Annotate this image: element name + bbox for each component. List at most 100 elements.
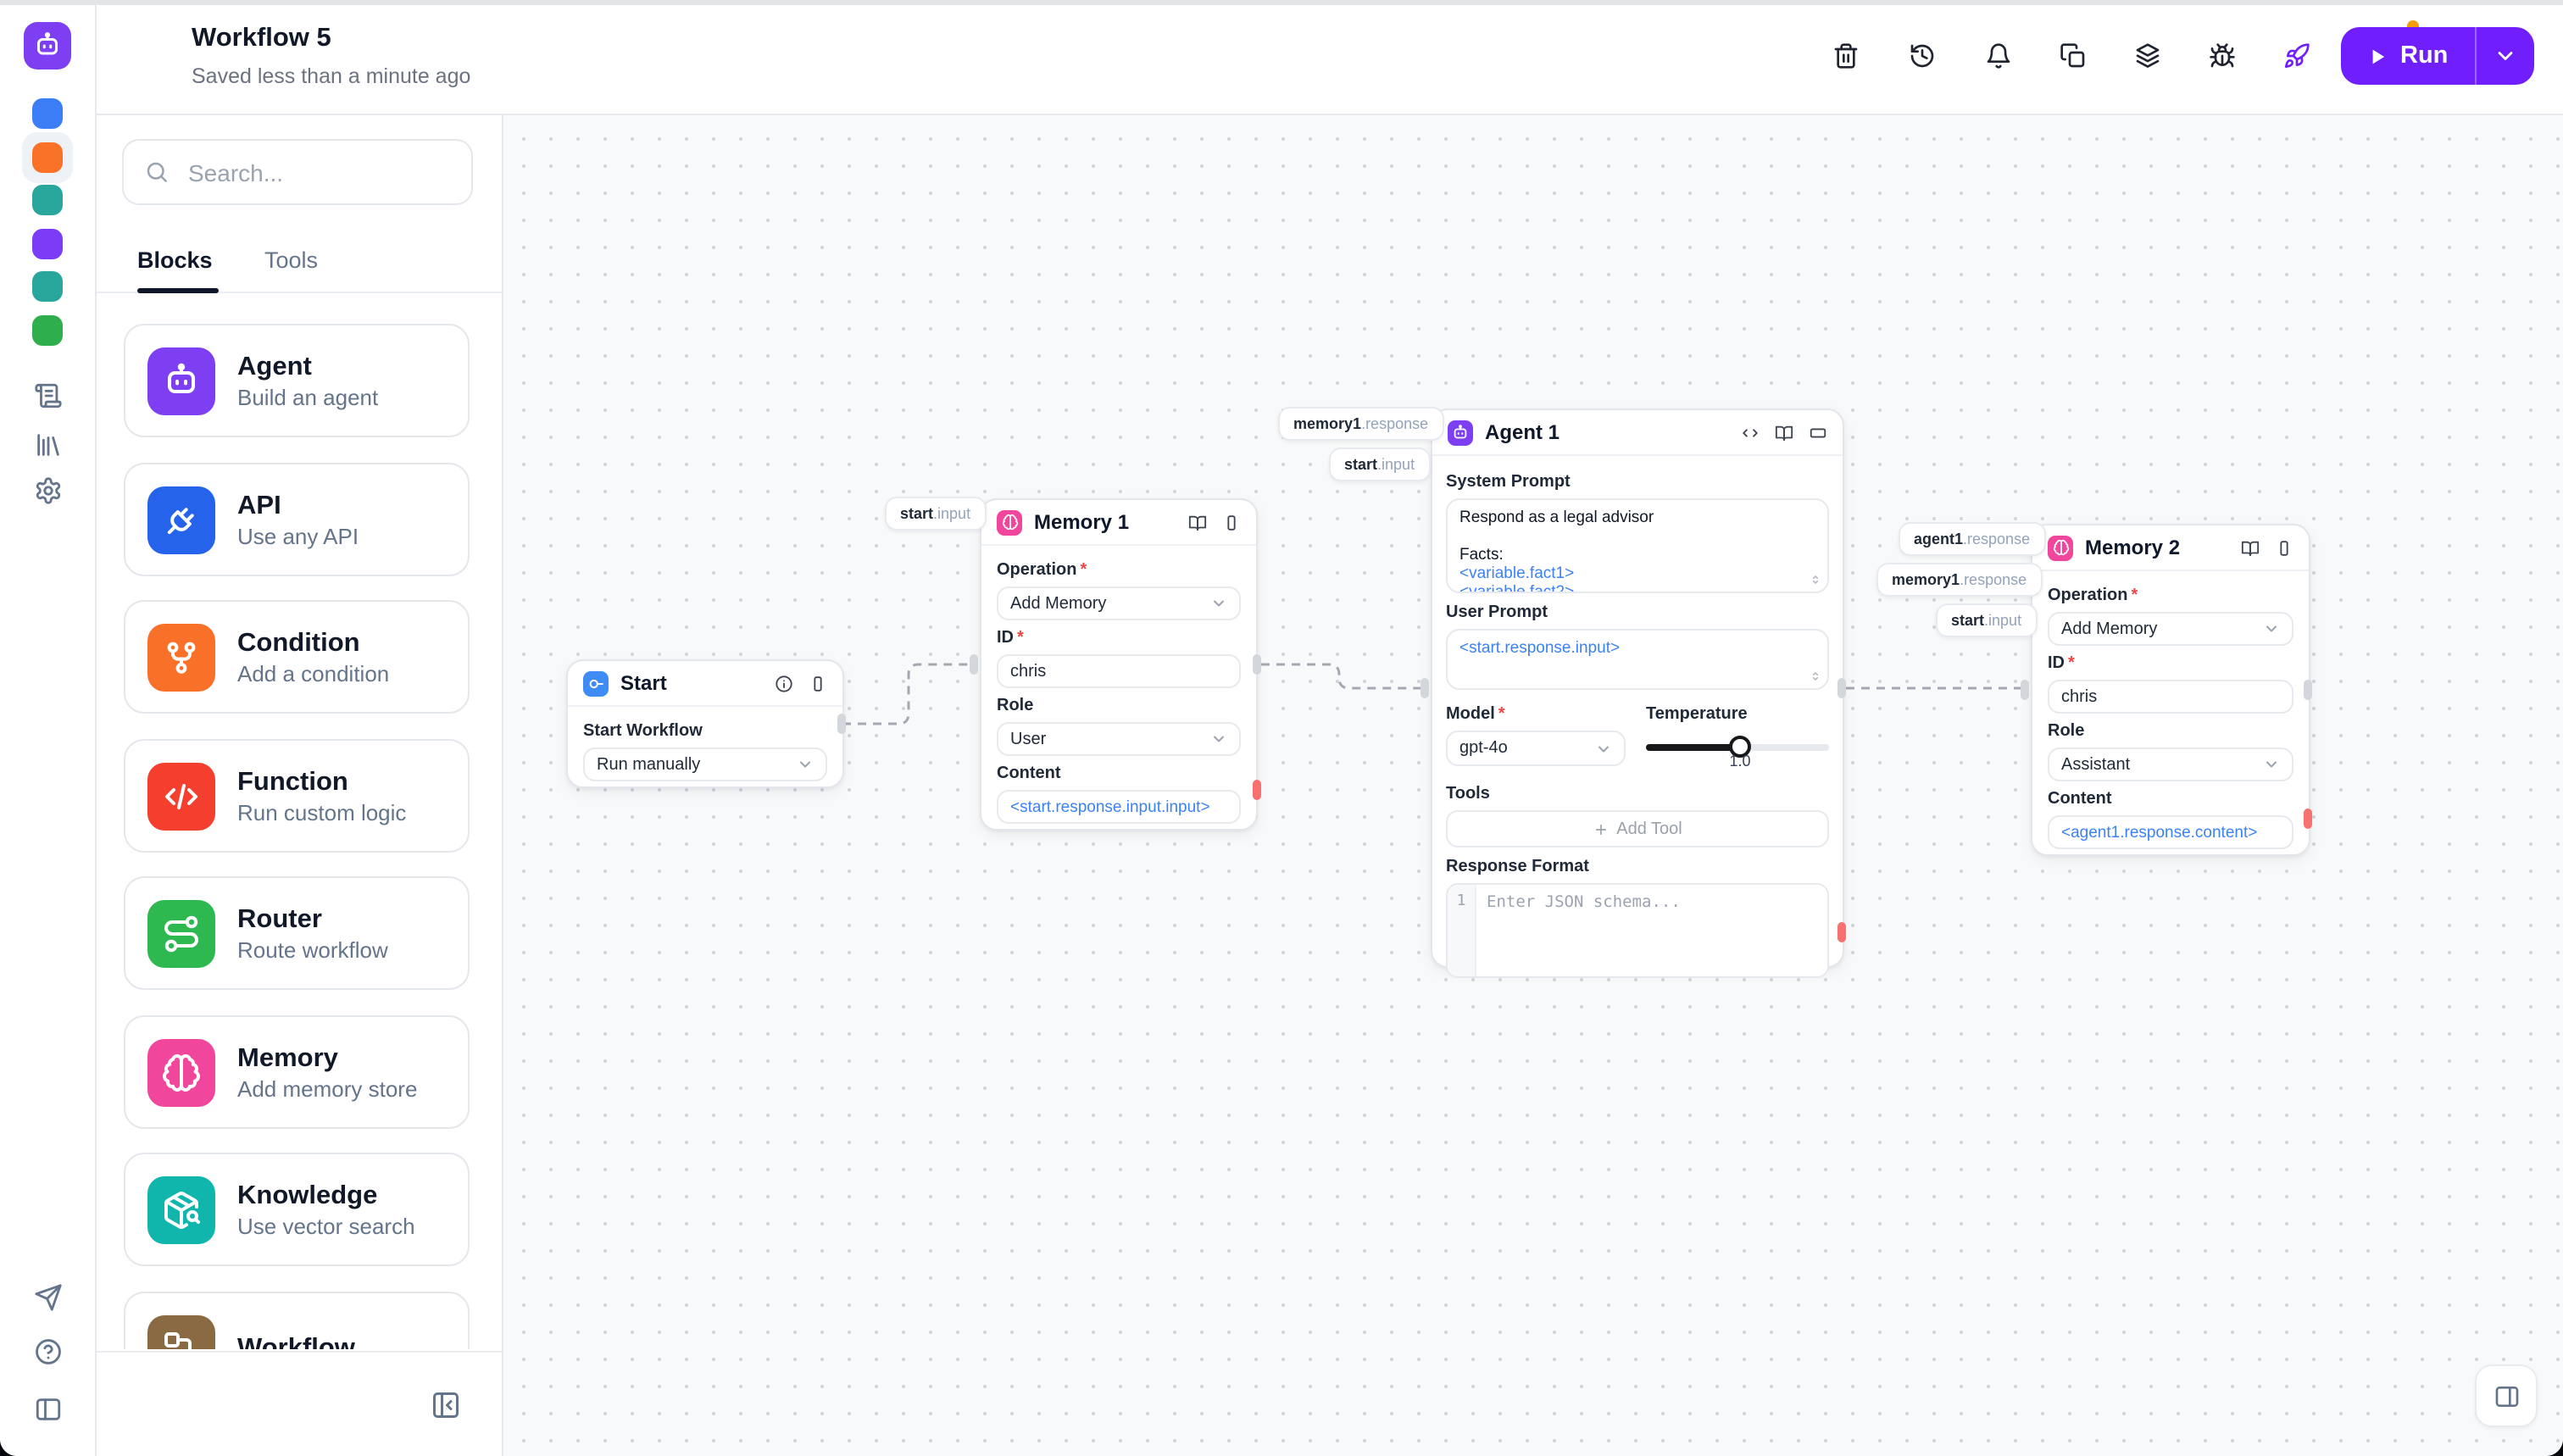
duplicate-button[interactable]	[2049, 32, 2097, 80]
docs-icon[interactable]	[2241, 538, 2260, 557]
panel-left-close-icon	[431, 1390, 461, 1420]
content-input[interactable]: <agent1.response.content>	[2048, 815, 2293, 849]
chevron-down-icon	[1210, 731, 1227, 747]
node-start[interactable]: Start Start Workflow Run manually	[566, 659, 844, 788]
logs-button[interactable]	[27, 375, 68, 415]
library-button[interactable]	[27, 424, 68, 464]
source-handle-memory2[interactable]	[2304, 680, 2312, 700]
error-handle-memory2[interactable]	[2304, 809, 2312, 829]
source-handle-agent1[interactable]	[1837, 678, 1846, 698]
run-button[interactable]: Run	[2341, 27, 2475, 85]
panel-view-icon[interactable]	[2275, 538, 2293, 557]
workspace-chip-5[interactable]	[32, 271, 63, 302]
open-panel-button[interactable]	[2475, 1364, 2538, 1427]
slider-knob[interactable]	[1729, 736, 1751, 758]
target-handle-memory2[interactable]	[2021, 680, 2029, 700]
node-header[interactable]: Memory 2	[2032, 525, 2309, 570]
target-handle-memory1[interactable]	[970, 654, 978, 675]
role-select[interactable]: User	[997, 722, 1241, 756]
variables-button[interactable]	[2124, 32, 2171, 80]
workspace-chip-1[interactable]	[32, 98, 63, 129]
chevron-down-icon	[2494, 44, 2517, 68]
line-number: 1	[1448, 885, 1476, 976]
field-label: System Prompt	[1446, 473, 1571, 492]
id-input[interactable]: chris	[997, 654, 1241, 688]
connection-tag: start .input	[885, 497, 987, 531]
id-input[interactable]: chris	[2048, 680, 2293, 714]
app-logo[interactable]	[24, 22, 71, 69]
source-handle-start[interactable]	[837, 714, 846, 734]
panel-view-icon[interactable]	[809, 674, 827, 692]
block-card-memory[interactable]: Memory Add memory store	[124, 1015, 470, 1129]
content-input[interactable]: <start.response.input.input>	[997, 790, 1241, 824]
panel-toggle-button[interactable]	[27, 1388, 68, 1429]
block-card-router[interactable]: Router Route workflow	[124, 876, 470, 990]
field-label: Role	[2048, 722, 2085, 741]
field-label: Content	[2048, 790, 2112, 809]
node-header[interactable]: Agent 1	[1432, 410, 1843, 454]
info-icon[interactable]	[775, 674, 793, 692]
search-input[interactable]	[185, 157, 446, 187]
history-button[interactable]	[1899, 32, 1946, 80]
history-icon	[1909, 42, 1936, 69]
search-box[interactable]	[122, 139, 473, 205]
resize-icon[interactable]	[1809, 573, 1822, 586]
operation-select[interactable]: Add Memory	[997, 586, 1241, 620]
expand-icon[interactable]	[1809, 423, 1827, 442]
workflow-block-icon	[147, 1314, 215, 1349]
block-card-condition[interactable]: Condition Add a condition	[124, 600, 470, 714]
debug-button[interactable]	[2199, 32, 2246, 80]
delete-workflow-button[interactable]	[1822, 32, 1870, 80]
block-card-api[interactable]: API Use any API	[124, 463, 470, 576]
connection-tag: start .input	[1936, 603, 2038, 637]
response-format-editor[interactable]: 1 Enter JSON schema...	[1446, 883, 1829, 978]
help-button[interactable]	[27, 1331, 68, 1371]
block-card-function[interactable]: Function Run custom logic	[124, 739, 470, 853]
code-icon[interactable]	[1741, 423, 1760, 442]
tag-source: memory1	[1293, 415, 1362, 432]
node-memory1[interactable]: Memory 1 Operation * Add Memory ID * chris…	[980, 498, 1258, 831]
system-prompt-textarea[interactable]: Respond as a legal advisor Facts: <varia…	[1446, 498, 1829, 593]
resize-icon[interactable]	[1809, 670, 1822, 683]
run-options-button[interactable]	[2477, 27, 2534, 85]
block-card-workflow[interactable]: Workflow	[124, 1292, 470, 1349]
connection-tag: agent1 .response	[1899, 522, 2046, 556]
add-tool-button[interactable]: Add Tool	[1446, 810, 1829, 847]
target-handle-agent1[interactable]	[1420, 678, 1429, 698]
connection-tag: memory1 .response	[1876, 563, 2043, 597]
run-mode-select[interactable]: Run manually	[583, 747, 827, 781]
field-label: Operation *	[2048, 586, 2138, 605]
gear-icon	[33, 475, 62, 504]
tab-tools[interactable]: Tools	[264, 247, 319, 273]
workspace-chip-3[interactable]	[32, 185, 63, 215]
workspace-chip-4[interactable]	[32, 229, 63, 259]
node-memory2[interactable]: Memory 2 Operation * Add Memory ID * chris…	[2031, 524, 2310, 856]
model-select[interactable]: gpt-4o	[1446, 731, 1626, 766]
block-card-agent[interactable]: Agent Build an agent	[124, 324, 470, 437]
user-prompt-textarea[interactable]: <start.response.input>	[1446, 629, 1829, 690]
notifications-button[interactable]	[1975, 32, 2022, 80]
node-header[interactable]: Memory 1	[981, 500, 1256, 544]
collapse-sidebar-button[interactable]	[422, 1381, 470, 1429]
workspace-chip-2-active[interactable]	[32, 142, 63, 173]
role-select[interactable]: Assistant	[2048, 747, 2293, 781]
error-handle-agent1[interactable]	[1837, 922, 1846, 942]
panel-view-icon[interactable]	[1222, 513, 1241, 531]
source-handle-memory1[interactable]	[1253, 654, 1261, 675]
tab-blocks[interactable]: Blocks	[137, 247, 213, 273]
settings-button[interactable]	[27, 470, 68, 510]
docs-icon[interactable]	[1775, 423, 1793, 442]
feedback-button[interactable]	[27, 1276, 68, 1317]
node-header[interactable]: Start	[568, 661, 842, 705]
node-agent1[interactable]: Agent 1 System Prompt Respond as a legal…	[1431, 408, 1844, 978]
block-card-knowledge[interactable]: Knowledge Use vector search	[124, 1153, 470, 1266]
temperature-slider[interactable]: 1.0	[1646, 731, 1829, 770]
workspace-chip-6[interactable]	[32, 315, 63, 346]
deploy-button[interactable]	[2273, 32, 2321, 80]
rocket-icon	[2283, 42, 2310, 69]
docs-icon[interactable]	[1188, 513, 1207, 531]
select-value: Add Memory	[1010, 594, 1107, 613]
error-handle-memory1[interactable]	[1253, 780, 1261, 800]
operation-select[interactable]: Add Memory	[2048, 612, 2293, 646]
